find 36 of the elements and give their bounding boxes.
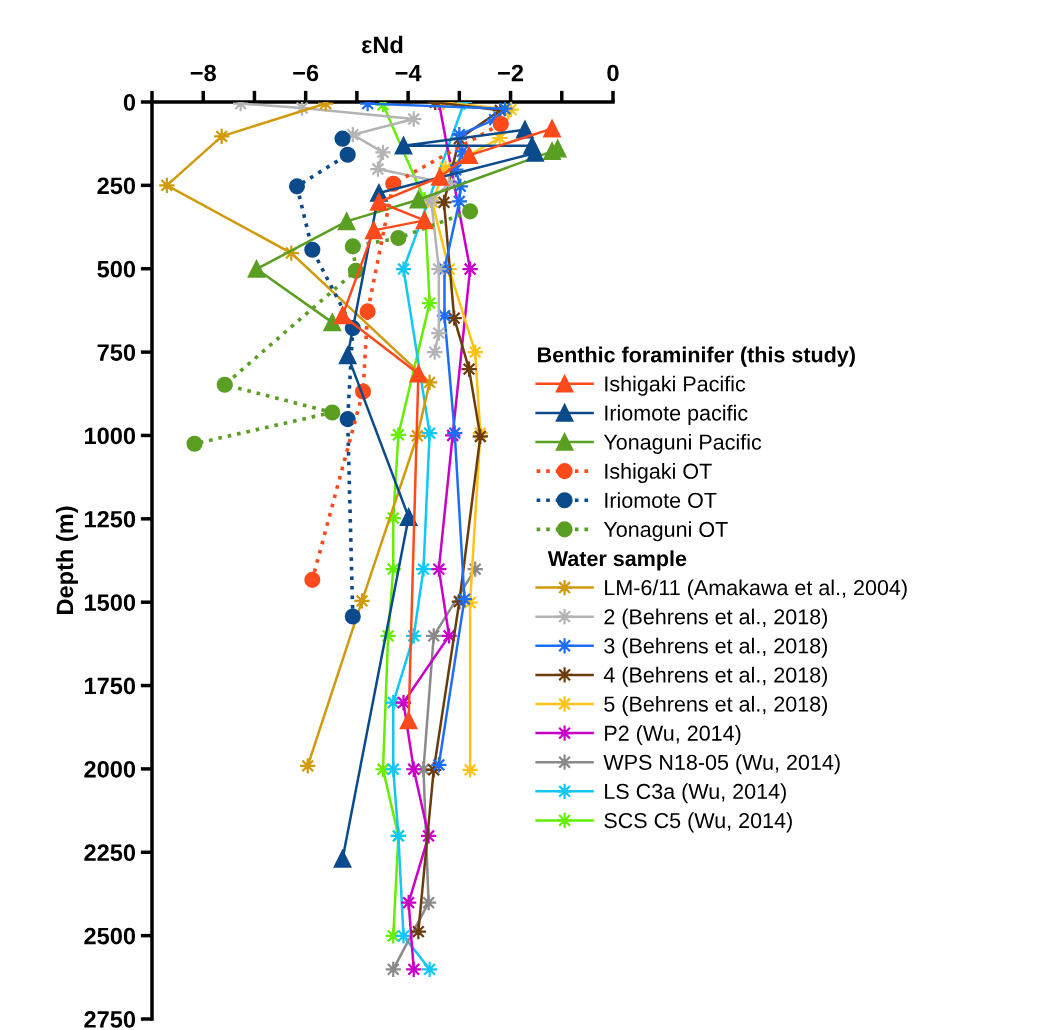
legend-label: Ishigaki Pacific bbox=[605, 375, 746, 396]
annotation: Water sample bbox=[547, 550, 687, 571]
legend-label: WPS N18-05 (Wu, 2014) bbox=[603, 754, 840, 775]
y-tick-label: 2750 bbox=[84, 1011, 136, 1028]
x-tick-label: −8 bbox=[190, 64, 216, 82]
y-tick-label: 1750 bbox=[84, 677, 136, 695]
y-tick-label: 1000 bbox=[84, 427, 136, 445]
y-axis-title: Depth (m) bbox=[55, 506, 78, 614]
y-tick-label: 2500 bbox=[84, 927, 136, 945]
x-axis-title: εNd bbox=[362, 35, 403, 54]
x-tick-label: −4 bbox=[395, 64, 422, 82]
y-tick-label: 2000 bbox=[84, 760, 136, 778]
y-tick-label: 0 bbox=[123, 94, 136, 111]
x-tick-label: −2 bbox=[498, 64, 524, 82]
y-tick-label: 2250 bbox=[84, 844, 136, 862]
legend-label: Iriomote OT bbox=[605, 492, 717, 508]
legend-label: Ishigaki OT bbox=[605, 463, 712, 484]
y-tick-label: 1500 bbox=[84, 594, 136, 611]
legend-title: Benthic foraminifer (this study) bbox=[538, 346, 855, 367]
y-tick-label: 250 bbox=[97, 177, 136, 195]
legend-label: LS C3a (Wu, 2014) bbox=[605, 783, 786, 804]
x-tick-label: 0 bbox=[607, 64, 619, 82]
y-tick-label: 750 bbox=[97, 344, 136, 361]
legend-label: SCS C5 (Wu, 2014) bbox=[604, 812, 792, 833]
x-tick-label: −6 bbox=[293, 64, 319, 82]
legend-label: Iriomote pacific bbox=[605, 404, 748, 425]
legend-label: 2 (Behrens et al., 2018) bbox=[604, 608, 827, 629]
legend-label: LM-6/11 (Amakawa et al., 2004) bbox=[605, 579, 907, 600]
y-tick-label: 500 bbox=[97, 260, 136, 278]
y-tick-label: 1250 bbox=[84, 510, 136, 528]
legend-label: 4 (Behrens et al., 2018) bbox=[603, 666, 827, 687]
legend-label: 5 (Behrens et al., 2018) bbox=[604, 695, 827, 716]
legend-label: 3 (Behrens et al., 2018) bbox=[604, 637, 827, 658]
legend-label: Yonaguni Pacific bbox=[603, 433, 762, 455]
legend-label: P2 (Wu, 2014) bbox=[605, 725, 741, 746]
legend-label: Yonaguni OT bbox=[603, 521, 728, 542]
